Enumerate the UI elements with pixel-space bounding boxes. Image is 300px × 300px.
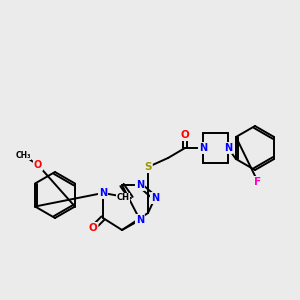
Text: N: N bbox=[151, 193, 159, 203]
Text: CH₃: CH₃ bbox=[15, 151, 31, 160]
Text: N: N bbox=[224, 143, 232, 153]
Text: N: N bbox=[136, 180, 144, 190]
Text: N: N bbox=[199, 143, 207, 153]
Text: F: F bbox=[254, 177, 262, 187]
Text: O: O bbox=[88, 223, 98, 233]
Text: N: N bbox=[136, 215, 144, 225]
Text: N: N bbox=[99, 188, 107, 198]
Text: CH: CH bbox=[116, 194, 130, 202]
Text: S: S bbox=[144, 162, 152, 172]
Text: O: O bbox=[181, 130, 189, 140]
Text: O: O bbox=[34, 160, 42, 170]
